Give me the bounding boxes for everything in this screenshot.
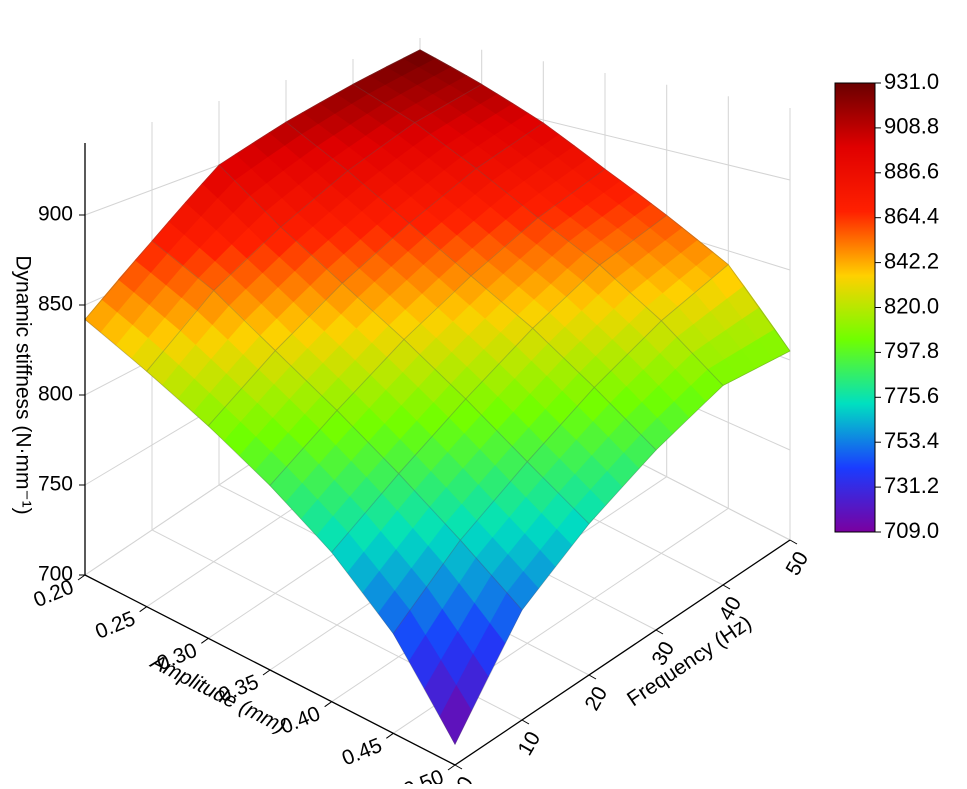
y-tick-label: 50 xyxy=(782,548,814,580)
x-tick-label: 0.50 xyxy=(400,765,447,784)
x-tick-label: 0.45 xyxy=(339,734,386,771)
colorbar-tick-label: 753.4 xyxy=(884,428,939,453)
colorbar-tick-label: 775.6 xyxy=(884,383,939,408)
surface-patch xyxy=(397,122,431,147)
surface-patch xyxy=(526,122,560,146)
surface-cell xyxy=(408,167,539,277)
surface-cell xyxy=(331,473,461,635)
colorbar-tick-label: 864.4 xyxy=(884,204,939,229)
x-tick xyxy=(77,574,86,581)
colorbar-tick-label: 731.2 xyxy=(884,473,939,498)
surface-patch xyxy=(510,461,544,498)
z-tick-label: 800 xyxy=(38,383,73,406)
y-tick xyxy=(722,584,731,590)
surface-patch xyxy=(520,217,554,245)
y-tick xyxy=(454,764,463,770)
x-tick-label: 0.25 xyxy=(92,607,139,644)
colorbar xyxy=(834,82,876,533)
surface-patch xyxy=(711,264,745,299)
surface-cell xyxy=(660,264,791,386)
z-tick-label: 850 xyxy=(38,293,73,316)
surface-patch xyxy=(392,222,426,252)
surface-cell xyxy=(341,222,472,341)
surface-cell xyxy=(532,264,662,389)
surface-cell xyxy=(459,461,590,611)
surface-patch xyxy=(381,473,415,511)
x-tick xyxy=(447,764,456,771)
colorbar-tick-label: 886.6 xyxy=(884,159,939,184)
y-tick xyxy=(789,539,798,545)
surface-cell xyxy=(146,290,276,427)
surface-patch xyxy=(587,168,621,193)
colorbar-tick-label: 842.2 xyxy=(884,248,939,273)
surface-cell xyxy=(593,320,724,451)
colorbar-tick-label: 820.0 xyxy=(884,293,939,318)
surface-cell xyxy=(207,350,338,487)
y-tick-label: 10 xyxy=(514,728,546,760)
surface-patch xyxy=(453,275,487,306)
y-axis-label: Frequency (Hz) xyxy=(623,611,756,711)
surface-cell xyxy=(84,240,215,372)
surface-patch xyxy=(644,320,678,354)
surface-patch xyxy=(448,398,482,434)
surface-cell xyxy=(465,327,595,463)
x-tick xyxy=(324,701,332,708)
surface-cell xyxy=(526,386,657,525)
y-tick-label: 0 xyxy=(452,773,478,784)
surface-patch xyxy=(201,164,235,199)
surface-patch xyxy=(459,168,493,195)
surface-patch xyxy=(649,214,683,241)
x-tick xyxy=(201,637,209,644)
colorbar-tick-label: 908.8 xyxy=(884,114,939,139)
surface-patch xyxy=(402,49,437,68)
surface-patch xyxy=(263,226,297,258)
surface-patch xyxy=(577,387,611,422)
surface-cell xyxy=(218,121,349,228)
surface-cell xyxy=(274,282,405,412)
x-tick-label: 0.40 xyxy=(277,702,324,739)
surface-patch xyxy=(335,83,369,104)
surface-cell xyxy=(413,83,545,169)
surface-patch xyxy=(134,240,168,273)
x-tick xyxy=(139,606,147,613)
surface-patch xyxy=(582,264,616,295)
surface-patch xyxy=(258,350,292,385)
surface-cell xyxy=(392,539,523,746)
y-tick xyxy=(588,674,597,680)
surface-patch xyxy=(196,290,230,326)
colorbar-tick-label: 709.0 xyxy=(884,518,939,543)
y-tick-label: 20 xyxy=(581,683,613,715)
surface-patch xyxy=(268,121,302,146)
surface-patch xyxy=(325,282,359,315)
surface-cell xyxy=(470,217,601,329)
colorbar-tick-label: 931.0 xyxy=(884,69,939,94)
surface-cell xyxy=(398,398,528,541)
surface-cell xyxy=(352,49,483,124)
surface-cell xyxy=(336,338,467,475)
surface-patch xyxy=(464,83,498,104)
x-tick xyxy=(262,669,271,676)
x-tick xyxy=(386,732,394,739)
z-tick-label: 700 xyxy=(38,563,73,586)
y-tick xyxy=(521,719,530,725)
surface-patch xyxy=(319,410,353,446)
z-tick-label: 900 xyxy=(38,203,73,226)
surface-patch xyxy=(515,327,549,361)
surface-cell xyxy=(403,275,534,400)
surface-patch xyxy=(386,339,420,373)
surface-cell xyxy=(347,122,477,224)
surface-cell xyxy=(285,83,416,172)
surface-patch xyxy=(443,539,477,584)
z-tick-label: 750 xyxy=(38,473,73,496)
colorbar-tick-label: 797.8 xyxy=(884,338,939,363)
axis-line xyxy=(454,539,791,766)
z-axis-label: Dynamic stiffness (N·mm⁻¹) xyxy=(11,255,34,514)
y-tick xyxy=(655,629,664,635)
surface-patch xyxy=(330,170,364,198)
mesh-line xyxy=(392,539,523,746)
